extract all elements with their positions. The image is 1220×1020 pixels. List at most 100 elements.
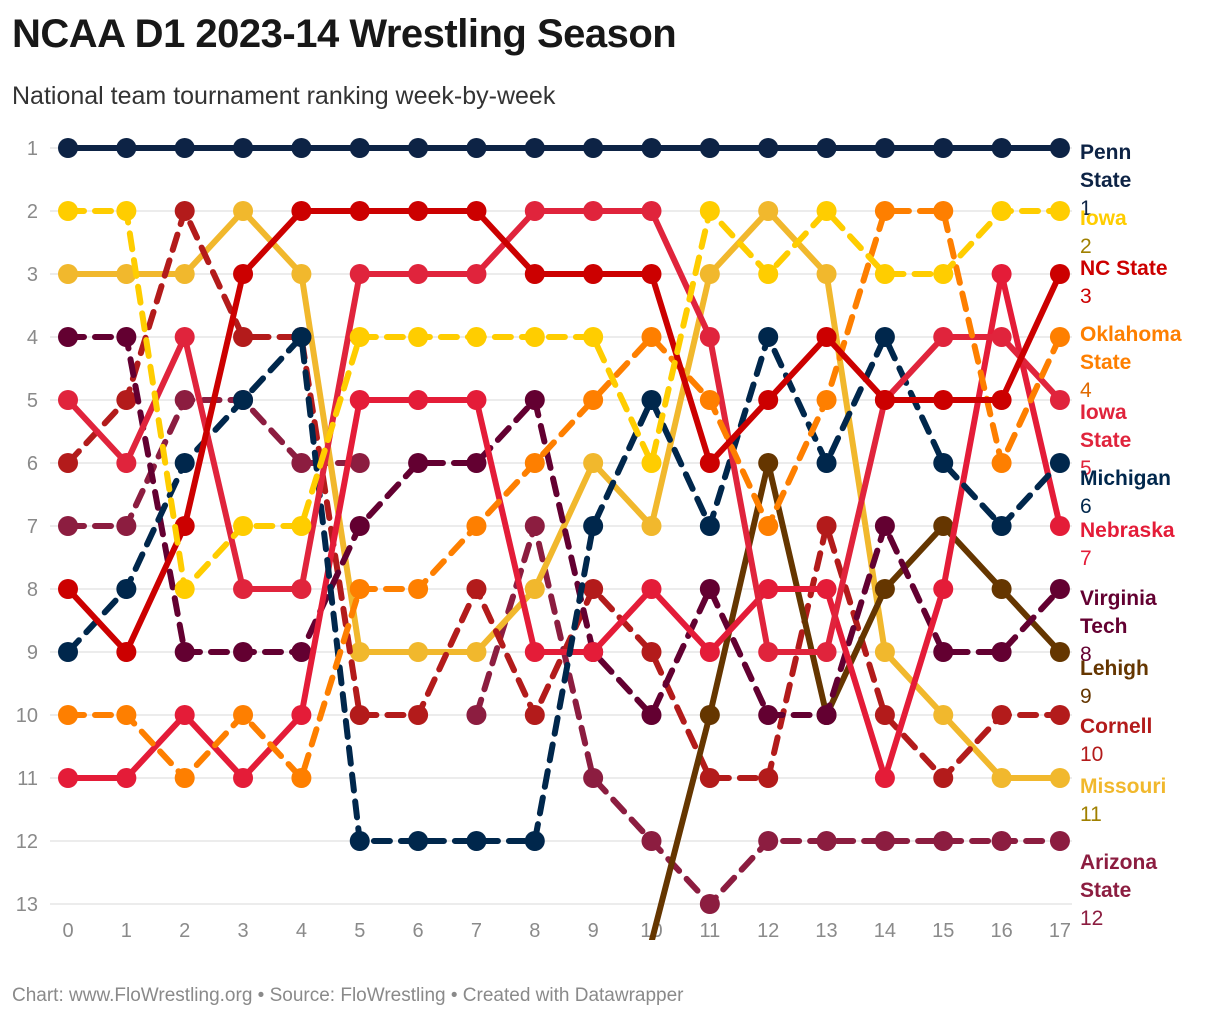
point-arizona-state-8	[524, 516, 545, 536]
label-name-iowa-state: Iowa State	[1080, 401, 1131, 452]
point-iowa-state-7	[466, 264, 487, 284]
point-virginia-tech-5	[349, 516, 370, 536]
point-penn-state-11	[699, 138, 720, 158]
label-name-oklahoma-state: Oklahoma State	[1080, 323, 1182, 374]
point-virginia-tech-4	[291, 642, 312, 662]
series-oklahoma-state	[58, 201, 1070, 788]
point-nc-state-0	[58, 579, 78, 599]
point-arizona-state-1	[116, 516, 137, 536]
point-nc-state-16	[991, 390, 1012, 410]
point-missouri-6	[408, 642, 429, 662]
point-michigan-11	[699, 516, 720, 536]
point-cornell-15	[933, 768, 954, 788]
point-iowa-state-6	[408, 264, 429, 284]
point-cornell-12	[758, 768, 779, 788]
label-rank-oklahoma-state: 4	[1080, 379, 1092, 402]
point-arizona-state-12	[758, 831, 779, 851]
label-lehigh: Lehigh 9	[1080, 657, 1149, 708]
point-cornell-10	[641, 642, 662, 662]
point-oklahoma-state-1	[116, 705, 137, 725]
point-missouri-11	[699, 264, 720, 284]
label-name-penn-state: Penn State	[1080, 141, 1131, 192]
point-nc-state-6	[408, 201, 429, 221]
point-oklahoma-state-6	[408, 579, 429, 599]
point-penn-state-5	[349, 138, 370, 158]
point-oklahoma-state-15	[933, 201, 954, 221]
point-penn-state-0	[58, 138, 78, 158]
point-iowa-state-15	[933, 327, 954, 347]
point-missouri-4	[291, 264, 312, 284]
point-nebraska-17	[1049, 516, 1070, 536]
point-arizona-state-0	[58, 516, 78, 536]
point-arizona-state-7	[466, 705, 487, 725]
point-arizona-state-11	[699, 894, 720, 914]
x-tick-17: 17	[1049, 920, 1071, 942]
point-lehigh-17	[1049, 642, 1070, 662]
point-cornell-11	[699, 768, 720, 788]
point-missouri-3	[233, 201, 254, 221]
series-lines	[58, 138, 1070, 940]
y-tick-12: 12	[16, 831, 38, 853]
point-nebraska-6	[408, 390, 429, 410]
point-michigan-10	[641, 390, 662, 410]
point-lehigh-14	[874, 579, 895, 599]
point-nebraska-10	[641, 579, 662, 599]
label-name-lehigh: Lehigh	[1080, 657, 1149, 680]
y-tick-13: 13	[16, 894, 38, 916]
label-michigan: Michigan 6	[1080, 467, 1171, 518]
point-iowa-1	[116, 201, 137, 221]
line-iowa-state	[65, 208, 1063, 655]
point-missouri-9	[583, 453, 604, 473]
label-cornell: Cornell 10	[1080, 715, 1152, 766]
point-missouri-13	[816, 264, 837, 284]
point-penn-state-2	[174, 138, 195, 158]
point-penn-state-6	[408, 138, 429, 158]
point-nc-state-8	[524, 264, 545, 284]
series-michigan	[58, 327, 1070, 851]
point-virginia-tech-2	[174, 642, 195, 662]
point-penn-state-16	[991, 138, 1012, 158]
point-michigan-3	[233, 390, 254, 410]
label-iowa: Iowa 2	[1080, 207, 1127, 258]
label-name-arizona-state: Arizona State	[1080, 851, 1157, 902]
point-lehigh-15	[933, 516, 954, 536]
point-penn-state-1	[116, 138, 137, 158]
point-missouri-14	[874, 642, 895, 662]
x-tick-9: 9	[588, 920, 599, 942]
label-penn-state: Penn State 1	[1080, 141, 1131, 220]
point-iowa-8	[524, 327, 545, 347]
point-virginia-tech-17	[1049, 579, 1070, 599]
label-arizona-state: Arizona State 12	[1080, 851, 1157, 930]
point-virginia-tech-11	[699, 579, 720, 599]
point-oklahoma-state-9	[583, 390, 604, 410]
point-arizona-state-4	[291, 453, 312, 473]
point-arizona-state-17	[1049, 831, 1070, 851]
point-nc-state-7	[466, 201, 487, 221]
point-iowa-state-0	[58, 390, 78, 410]
label-rank-nebraska: 7	[1080, 547, 1092, 570]
label-rank-michigan: 6	[1080, 495, 1092, 518]
point-cornell-5	[349, 705, 370, 725]
point-cornell-3	[233, 327, 254, 347]
point-iowa-state-16	[991, 327, 1012, 347]
x-tick-11: 11	[699, 920, 720, 942]
point-lehigh-12	[758, 453, 779, 473]
x-tick-15: 15	[932, 920, 954, 942]
y-tick-9: 9	[27, 642, 38, 664]
point-michigan-13	[816, 453, 837, 473]
line-virginia-tech	[65, 334, 1063, 718]
point-missouri-0	[58, 264, 78, 284]
point-nc-state-4	[291, 201, 312, 221]
point-nebraska-12	[758, 579, 779, 599]
point-arizona-state-5	[349, 453, 370, 473]
point-iowa-state-17	[1049, 390, 1070, 410]
series-iowa	[58, 201, 1070, 599]
point-nebraska-16	[991, 264, 1012, 284]
label-rank-iowa-state: 5	[1080, 457, 1092, 480]
line-nebraska	[65, 271, 1063, 781]
point-nebraska-11	[699, 642, 720, 662]
point-michigan-9	[583, 516, 604, 536]
x-tick-5: 5	[354, 920, 365, 942]
point-iowa-state-11	[699, 327, 720, 347]
